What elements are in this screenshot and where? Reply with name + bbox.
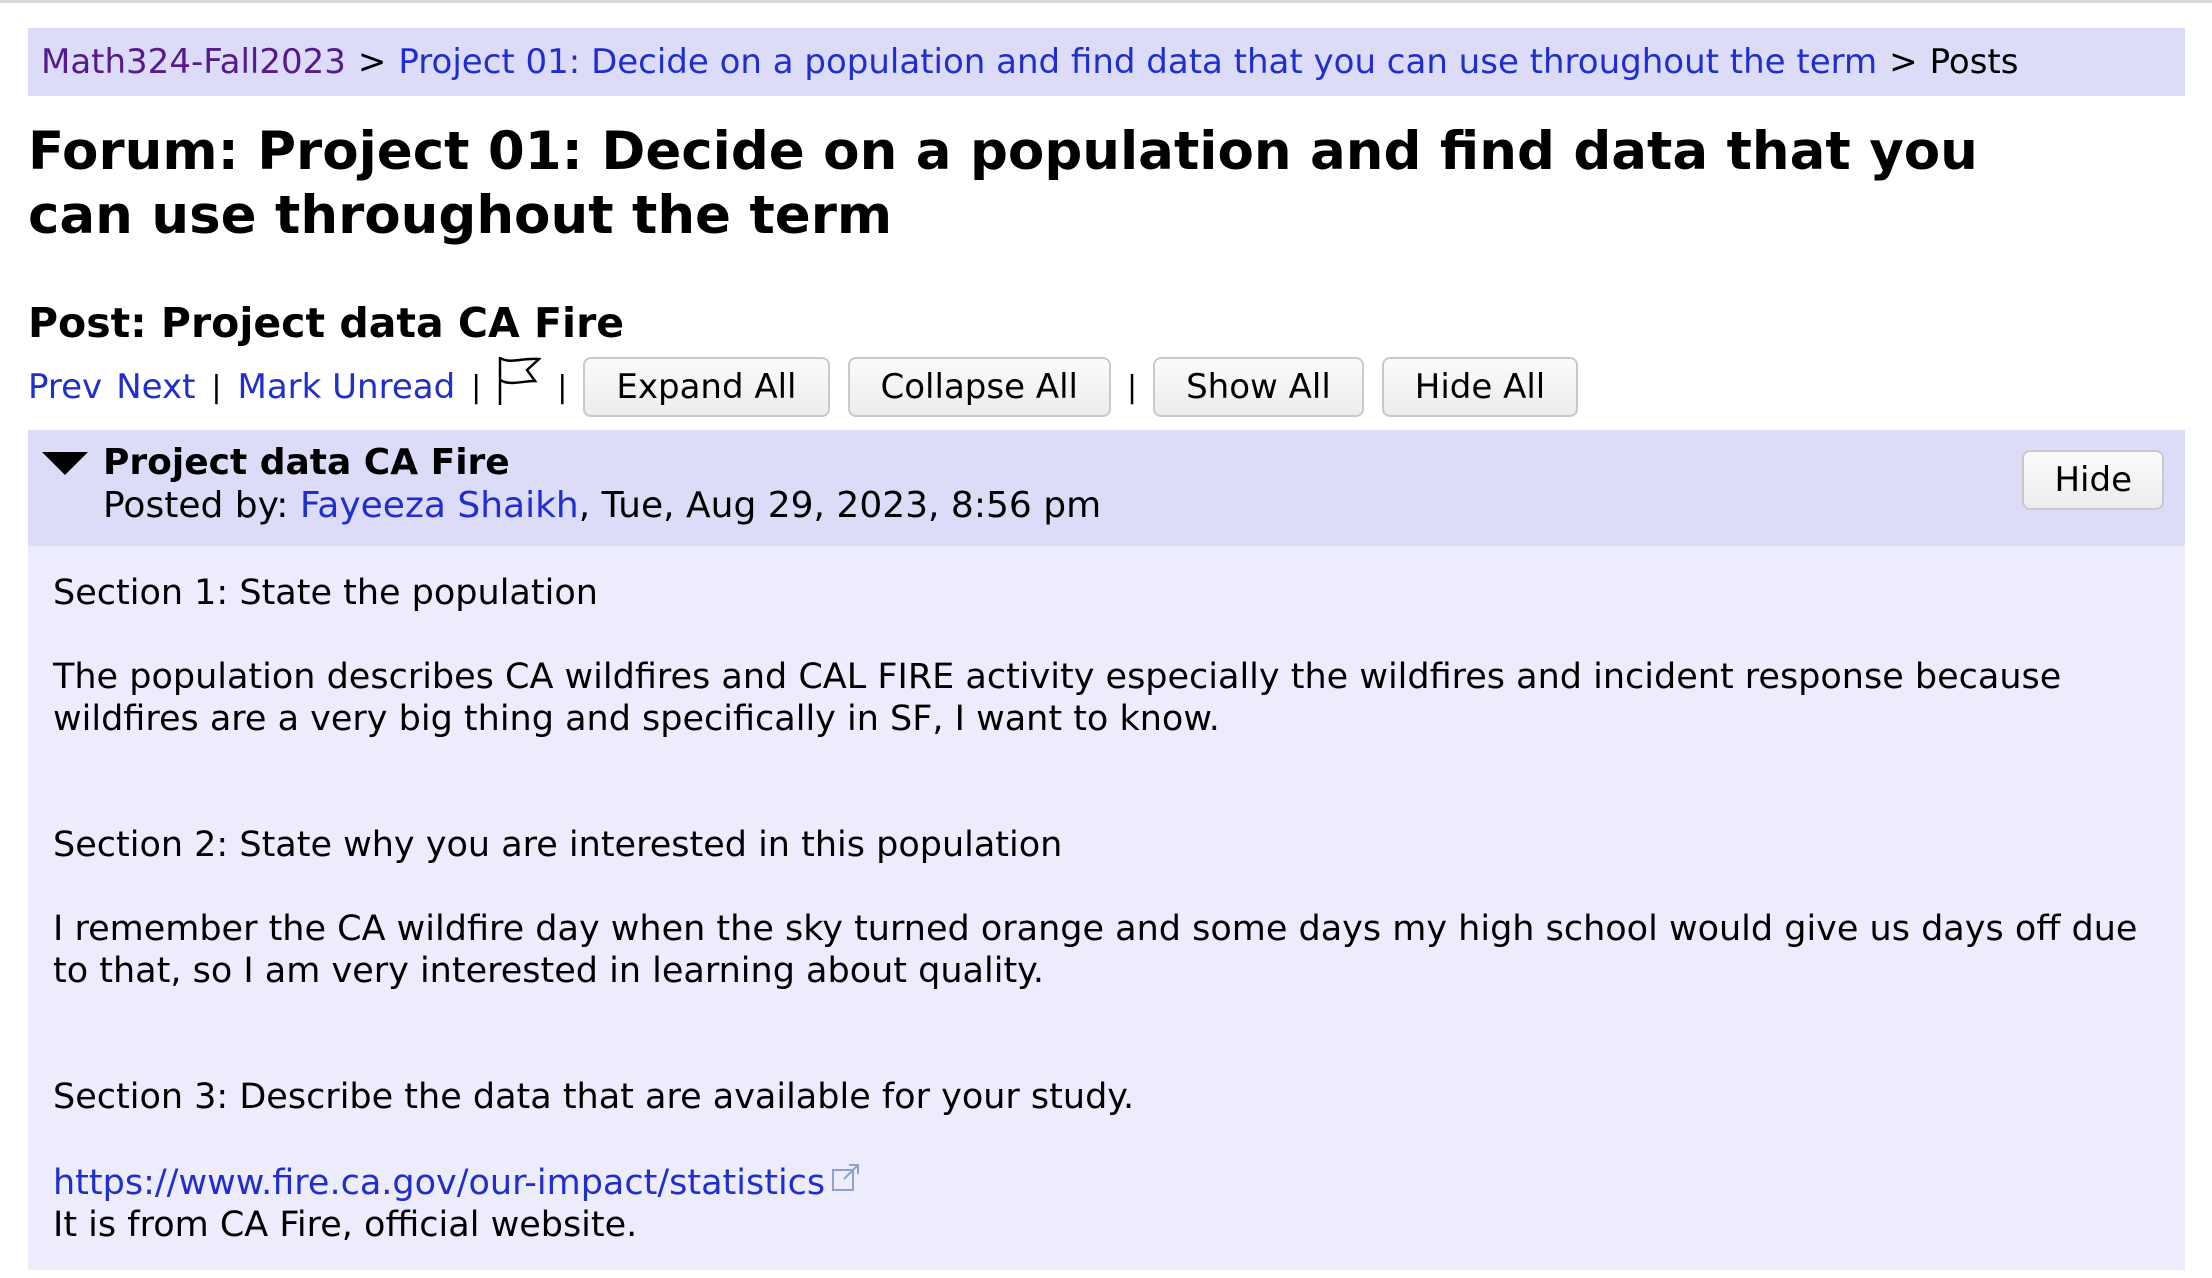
post-toolbar: Prev Next | Mark Unread | | Expand All C… [28,356,2185,418]
hide-all-button[interactable]: Hide All [1381,357,1579,417]
forum-post: Project data CA Fire Posted by: Fayeeza … [28,430,2185,1270]
post-header: Project data CA Fire Posted by: Fayeeza … [28,430,2185,546]
top-border [0,0,2212,4]
section-2-heading: Section 2: State why you are interested … [53,825,1063,865]
page-content: Math324-Fall2023 > Project 01: Decide on… [28,28,2185,1270]
toolbar-divider: | [1126,369,1138,405]
hide-post-button[interactable]: Hide [2022,450,2164,510]
post-title: Post: Project data CA Fire [28,299,625,347]
breadcrumb-current: Posts [1929,42,2019,82]
section-2-text: I remember the CA wildfire day when the … [53,909,2138,991]
forum-title: Forum: Project 01: Decide on a populatio… [28,121,1978,246]
external-link-icon [831,1160,861,1191]
next-link[interactable]: Next [116,367,196,407]
toolbar-divider: | [211,369,222,405]
section-1-heading: Section 1: State the population [53,573,598,613]
toolbar-divider: | [557,369,568,405]
breadcrumb-separator: > [357,42,387,82]
show-all-button[interactable]: Show All [1153,357,1364,417]
expand-all-button[interactable]: Expand All [583,357,830,417]
mark-unread-link[interactable]: Mark Unread [237,367,456,407]
section-1-text: The population describes CA wildfires an… [53,657,2062,739]
breadcrumb: Math324-Fall2023 > Project 01: Decide on… [28,28,2185,96]
section-3-heading: Section 3: Describe the data that are av… [53,1077,1135,1117]
post-subject: Project data CA Fire [103,442,510,483]
post-date: , Tue, Aug 29, 2023, 8:56 pm [578,485,1102,526]
breadcrumb-course-link[interactable]: Math324-Fall2023 [41,42,346,82]
breadcrumb-forum-link[interactable]: Project 01: Decide on a population and f… [398,42,1878,82]
toolbar-divider: | [471,369,482,405]
data-source-link[interactable]: https://www.fire.ca.gov/our-impact/stati… [53,1163,826,1203]
collapse-triangle-icon[interactable] [42,452,88,475]
flag-icon[interactable] [497,355,543,407]
author-link[interactable]: Fayeeza Shaikh [299,485,579,526]
prev-link[interactable]: Prev [28,367,103,407]
data-source-note: It is from CA Fire, official website. [53,1205,638,1245]
post-meta: Posted by: Fayeeza Shaikh, Tue, Aug 29, … [103,483,1101,529]
post-body: Section 1: State the population The popu… [28,546,2185,1270]
collapse-all-button[interactable]: Collapse All [847,357,1111,417]
breadcrumb-separator: > [1889,42,1918,82]
posted-by-label: Posted by: [103,485,300,526]
data-source-paragraph: https://www.fire.ca.gov/our-impact/stati… [53,1160,2161,1246]
